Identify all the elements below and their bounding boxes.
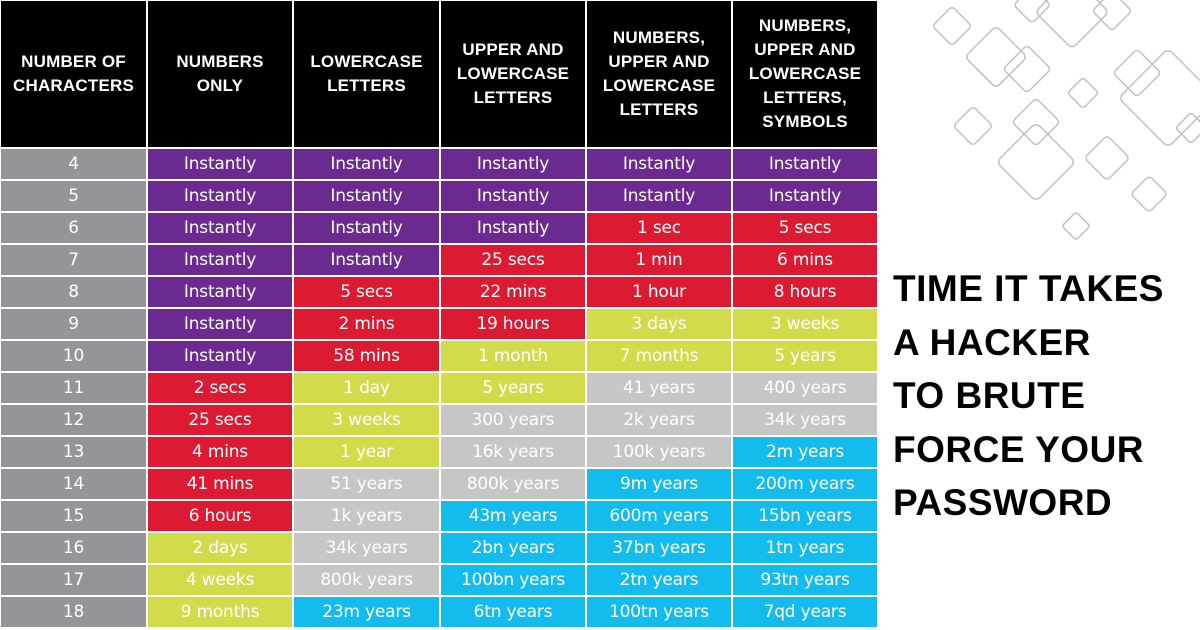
table-cell: 1 sec <box>587 213 731 243</box>
row-label-characters: 5 <box>1 181 146 211</box>
row-label-characters: 12 <box>1 405 146 435</box>
table-cell: 7qd years <box>733 597 877 627</box>
table-cell: 15bn years <box>733 501 877 531</box>
table-cell: 5 years <box>733 341 877 371</box>
table-cell: 1 month <box>441 341 585 371</box>
table-cell: 25 secs <box>441 245 585 275</box>
table-cell: 1 min <box>587 245 731 275</box>
table-cell: 7 months <box>587 341 731 371</box>
table-cell: 1 hour <box>587 277 731 307</box>
table-cell: Instantly <box>148 309 292 339</box>
table-cell: Instantly <box>441 213 585 243</box>
table-cell: 100k years <box>587 437 731 467</box>
table-cell: 200m years <box>733 469 877 499</box>
table-cell: 400 years <box>733 373 877 403</box>
row-label-characters: 18 <box>1 597 146 627</box>
table-cell: 5 secs <box>294 277 439 307</box>
table-cell: 1 year <box>294 437 439 467</box>
table-cell: 5 secs <box>733 213 877 243</box>
table-cell: Instantly <box>587 149 731 179</box>
table-cell: 93tn years <box>733 565 877 595</box>
row-label-characters: 10 <box>1 341 146 371</box>
table-cell: 9 months <box>148 597 292 627</box>
table-cell: 800k years <box>441 469 585 499</box>
table-cell: Instantly <box>148 341 292 371</box>
table-cell: 6 hours <box>148 501 292 531</box>
table-cell: 19 hours <box>441 309 585 339</box>
row-label-characters: 11 <box>1 373 146 403</box>
table-cell: 4 mins <box>148 437 292 467</box>
table-cell: 5 years <box>441 373 585 403</box>
row-label-characters: 7 <box>1 245 146 275</box>
table-cell: 1tn years <box>733 533 877 563</box>
diamond-pattern-icon <box>933 0 1200 240</box>
row-label-characters: 16 <box>1 533 146 563</box>
column-header: NUMBERS, UPPER AND LOWERCASE LETTERS <box>587 1 731 147</box>
table-cell: 6tn years <box>441 597 585 627</box>
table-cell: 41 mins <box>148 469 292 499</box>
table-cell: 2 mins <box>294 309 439 339</box>
table-cell: Instantly <box>148 245 292 275</box>
column-header: NUMBER OF CHARACTERS <box>1 1 146 147</box>
table-cell: 3 days <box>587 309 731 339</box>
table-cell: 3 weeks <box>294 405 439 435</box>
table-cell: 6 mins <box>733 245 877 275</box>
table-cell: Instantly <box>148 181 292 211</box>
table-cell: 22 mins <box>441 277 585 307</box>
table-cell: 2k years <box>587 405 731 435</box>
row-label-characters: 9 <box>1 309 146 339</box>
table-cell: Instantly <box>294 181 439 211</box>
column-header: LOWERCASE LETTERS <box>294 1 439 147</box>
table-cell: 4 weeks <box>148 565 292 595</box>
table-cell: Instantly <box>733 149 877 179</box>
table-cell: 2 secs <box>148 373 292 403</box>
table-cell: 3 weeks <box>733 309 877 339</box>
table-cell: Instantly <box>148 213 292 243</box>
column-header: NUMBERS, UPPER AND LOWERCASE LETTERS, SY… <box>733 1 877 147</box>
table-cell: Instantly <box>441 181 585 211</box>
table-cell: 41 years <box>587 373 731 403</box>
table-cell: 8 hours <box>733 277 877 307</box>
row-label-characters: 6 <box>1 213 146 243</box>
table-cell: 300 years <box>441 405 585 435</box>
table-cell: Instantly <box>441 149 585 179</box>
column-header: NUMBERS ONLY <box>148 1 292 147</box>
table-cell: 9m years <box>587 469 731 499</box>
table-cell: 2m years <box>733 437 877 467</box>
row-label-characters: 13 <box>1 437 146 467</box>
table-cell: 37bn years <box>587 533 731 563</box>
brute-force-table: NUMBER OF CHARACTERS NUMBERS ONLY LOWERCAS… <box>1 1 877 627</box>
table-cell: 1 day <box>294 373 439 403</box>
row-label-characters: 8 <box>1 277 146 307</box>
table-cell: 51 years <box>294 469 439 499</box>
row-label-characters: 4 <box>1 149 146 179</box>
table-cell: Instantly <box>148 149 292 179</box>
row-label-characters: 15 <box>1 501 146 531</box>
table-cell: 23m years <box>294 597 439 627</box>
table-cell: 800k years <box>294 565 439 595</box>
table-cell: 600m years <box>587 501 731 531</box>
table-cell: 2bn years <box>441 533 585 563</box>
table-cell: 34k years <box>294 533 439 563</box>
table-cell: Instantly <box>294 245 439 275</box>
column-header: UPPER AND LOWERCASE LETTERS <box>441 1 585 147</box>
table-cell: Instantly <box>294 149 439 179</box>
page-title: TIME IT TAKES A HACKER TO BRUTE FORCE YO… <box>893 268 1164 523</box>
table-cell: Instantly <box>148 277 292 307</box>
table-cell: 2tn years <box>587 565 731 595</box>
table-cell: Instantly <box>733 181 877 211</box>
table-cell: 58 mins <box>294 341 439 371</box>
table-cell: 100bn years <box>441 565 585 595</box>
table-cell: 43m years <box>441 501 585 531</box>
table-cell: 25 secs <box>148 405 292 435</box>
table-cell: Instantly <box>587 181 731 211</box>
table-cell: Instantly <box>294 213 439 243</box>
row-label-characters: 17 <box>1 565 146 595</box>
row-label-characters: 14 <box>1 469 146 499</box>
table-cell: 34k years <box>733 405 877 435</box>
table-cell: 2 days <box>148 533 292 563</box>
table-cell: 16k years <box>441 437 585 467</box>
table-cell: 1k years <box>294 501 439 531</box>
table-cell: 100tn years <box>587 597 731 627</box>
